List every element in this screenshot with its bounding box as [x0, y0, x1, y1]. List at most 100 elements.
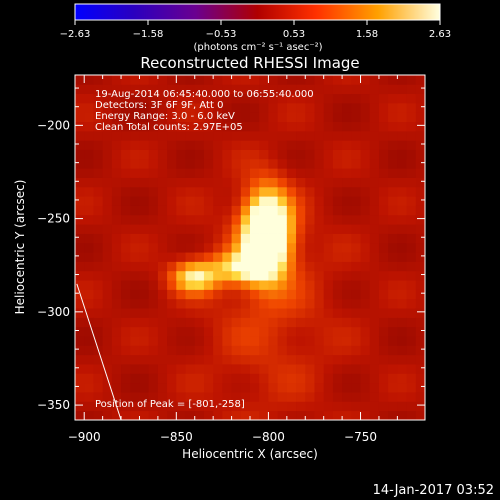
heatmap-cell — [185, 401, 196, 412]
heatmap-cell — [111, 392, 122, 402]
heatmap-cell — [277, 364, 288, 374]
heatmap-cell — [130, 214, 140, 225]
heatmap-cell — [415, 336, 425, 346]
heatmap-cell — [250, 224, 260, 234]
heatmap-cell — [351, 196, 361, 206]
heatmap-cell — [213, 261, 223, 272]
heatmap-cell — [342, 112, 352, 123]
heatmap-cell — [176, 373, 186, 384]
heatmap-cell — [351, 158, 361, 169]
heatmap-cell — [130, 93, 140, 104]
heatmap-cell — [167, 382, 177, 393]
heatmap-cell — [342, 233, 352, 244]
heatmap-cell — [259, 168, 269, 178]
heatmap-cell — [378, 177, 389, 188]
heatmap-cell — [157, 345, 168, 356]
heatmap-cell — [351, 317, 361, 328]
heatmap-cell — [194, 410, 205, 420]
heatmap-cell — [369, 149, 380, 160]
heatmap-cell — [296, 289, 306, 300]
heatmap-cell — [250, 298, 260, 309]
heatmap-cell — [342, 177, 352, 188]
heatmap-cell — [130, 308, 140, 318]
heatmap-cell — [231, 214, 242, 225]
heatmap-cell — [157, 280, 168, 290]
heatmap-cell — [277, 75, 288, 85]
heatmap-cell — [121, 102, 131, 113]
heatmap-cell — [75, 280, 85, 290]
heatmap-cell — [342, 242, 352, 253]
heatmap-cell — [332, 326, 343, 337]
heatmap-cell — [213, 84, 223, 95]
heatmap-cell — [148, 252, 159, 262]
heatmap-cell — [323, 289, 334, 300]
colorbar-ticks: −2.63 −1.58 −0.53 0.53 1.58 2.63 — [60, 20, 451, 40]
heatmap-cell — [406, 168, 417, 178]
heatmap-cell — [397, 298, 407, 309]
heatmap-cell — [102, 242, 113, 253]
heatmap-cell — [268, 401, 279, 412]
heatmap-cell — [397, 112, 407, 123]
heatmap-cell — [415, 130, 425, 141]
heatmap-cell — [111, 84, 122, 95]
heatmap-cell — [139, 233, 150, 244]
heatmap-cell — [185, 158, 196, 169]
heatmap-cell — [397, 186, 407, 197]
heatmap-cell — [139, 177, 150, 188]
heatmap-cell — [415, 308, 425, 318]
heatmap-cell — [139, 354, 150, 365]
heatmap-cell — [157, 102, 168, 113]
info-line: 19-Aug-2014 06:45:40.000 to 06:55:40.000 — [95, 89, 314, 100]
heatmap-cell — [139, 205, 150, 216]
heatmap-cell — [296, 308, 306, 318]
heatmap-cell — [167, 308, 177, 318]
heatmap-cell — [148, 410, 159, 420]
heatmap-cell — [360, 102, 371, 113]
heatmap-cell — [406, 270, 417, 281]
heatmap-cell — [277, 140, 288, 150]
heatmap-cell — [121, 112, 131, 123]
heatmap-cell — [314, 261, 325, 272]
heatmap-cell — [167, 373, 177, 384]
heatmap-cell — [360, 242, 371, 253]
heatmap-cell — [360, 354, 371, 365]
heatmap-cell — [130, 149, 140, 160]
heatmap-cell — [305, 233, 315, 244]
heatmap-cell — [360, 140, 371, 150]
x-tick-label: −900 — [68, 430, 101, 444]
heatmap-cell — [351, 75, 361, 85]
heatmap-cell — [360, 280, 371, 290]
heatmap-cell — [378, 364, 389, 374]
heatmap-cell — [75, 84, 85, 95]
heatmap-cell — [415, 242, 425, 253]
heatmap-cell — [121, 270, 131, 281]
heatmap-cell — [176, 186, 186, 197]
heatmap-cell — [240, 401, 251, 412]
heatmap-cell — [250, 112, 260, 123]
heatmap-cell — [259, 158, 269, 169]
heatmap-cell — [286, 130, 297, 141]
heatmap-cell — [397, 261, 407, 272]
heatmap-cell — [415, 270, 425, 281]
heatmap-cell — [185, 205, 196, 216]
heatmap-cell — [194, 149, 205, 160]
heatmap-cell — [305, 140, 315, 150]
heatmap-cell — [342, 252, 352, 262]
heatmap-cell — [84, 261, 94, 272]
heatmap-cell — [342, 130, 352, 141]
heatmap-cell — [351, 121, 361, 132]
heatmap-cell — [185, 177, 196, 188]
heatmap-cell — [332, 149, 343, 160]
heatmap-cell — [305, 280, 315, 290]
heatmap-cell — [277, 242, 288, 253]
heatmap-cell — [139, 308, 150, 318]
heatmap-cell — [130, 382, 140, 393]
heatmap-cell — [360, 75, 371, 85]
heatmap-cell — [259, 93, 269, 104]
heatmap-cell — [130, 130, 140, 141]
heatmap-cell — [203, 289, 214, 300]
heatmap-cell — [406, 336, 417, 346]
heatmap-cell — [93, 326, 104, 337]
heatmap-cell — [139, 168, 150, 178]
heatmap-cell — [259, 317, 269, 328]
